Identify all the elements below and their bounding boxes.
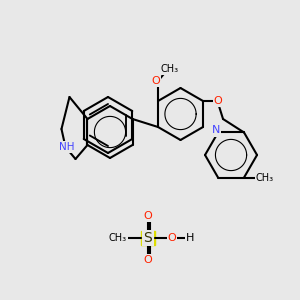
Text: O: O xyxy=(144,211,152,221)
Text: O: O xyxy=(168,233,176,243)
Text: N: N xyxy=(212,125,220,136)
Text: CH₃: CH₃ xyxy=(109,233,127,243)
Text: S: S xyxy=(144,231,152,245)
Text: NH: NH xyxy=(59,142,74,152)
Text: H: H xyxy=(186,233,194,243)
Text: O: O xyxy=(144,255,152,265)
Text: O: O xyxy=(214,96,222,106)
Text: O: O xyxy=(152,76,160,86)
Text: CH₃: CH₃ xyxy=(256,172,274,182)
Text: S: S xyxy=(144,231,152,245)
Text: CH₃: CH₃ xyxy=(161,64,179,74)
Bar xyxy=(141,231,155,245)
